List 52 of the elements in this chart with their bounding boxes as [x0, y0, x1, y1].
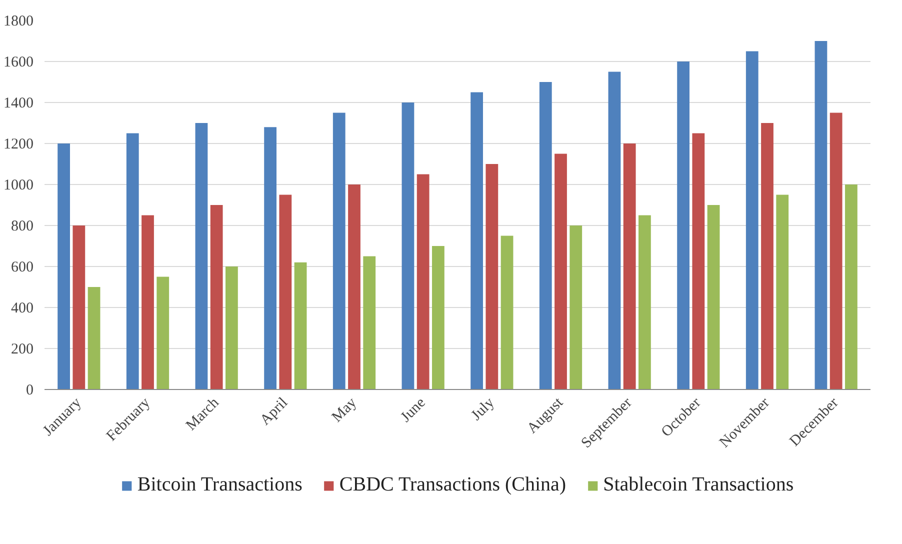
bar: [486, 164, 498, 390]
bar: [264, 127, 276, 390]
y-tick-label: 0: [26, 382, 34, 398]
bar: [363, 256, 376, 390]
x-tick-label: June: [398, 394, 429, 426]
bar: [210, 205, 223, 390]
bar: [226, 266, 238, 390]
bar: [761, 123, 774, 390]
bar: [126, 133, 139, 390]
y-tick-label: 1600: [4, 54, 34, 70]
legend-label: Bitcoin Transactions: [137, 474, 302, 496]
y-tick-label: 400: [11, 300, 34, 316]
legend-label: Stablecoin Transactions: [603, 474, 794, 496]
legend-label: CBDC Transactions (China): [339, 474, 566, 496]
bar: [570, 226, 582, 390]
bar: [416, 174, 430, 390]
y-tick-label: 800: [11, 218, 34, 234]
bar: [845, 184, 858, 390]
bar: [500, 236, 514, 390]
bar: [554, 154, 567, 390]
y-tick-label: 600: [11, 260, 34, 276]
bar: [470, 92, 483, 390]
bar: [608, 72, 621, 390]
bar: [677, 62, 690, 390]
bar: [638, 215, 651, 390]
bar: [692, 133, 705, 390]
y-tick-label: 1400: [4, 96, 34, 112]
x-tick-label: July: [468, 394, 498, 424]
bar: [830, 112, 842, 390]
x-tick-label: May: [329, 394, 360, 426]
bar: [294, 262, 307, 390]
bar: [142, 215, 154, 390]
bar: [776, 194, 789, 390]
bar: [72, 226, 86, 390]
bar: [707, 205, 720, 390]
bar: [402, 102, 414, 390]
bar: [58, 144, 70, 390]
y-tick-label: 200: [11, 342, 34, 358]
bar: [195, 123, 208, 390]
bar: [746, 51, 758, 390]
bar: [432, 246, 444, 390]
bar: [156, 276, 170, 390]
y-tick-label: 1000: [4, 178, 34, 194]
bar: [88, 287, 100, 390]
bar: [348, 184, 360, 390]
bar: [623, 144, 636, 390]
y-tick-label: 1800: [4, 14, 34, 30]
bar: [539, 82, 552, 390]
y-tick-label: 1200: [4, 136, 34, 152]
bar: [332, 112, 346, 390]
bar: [279, 194, 292, 390]
bar: [814, 41, 828, 390]
